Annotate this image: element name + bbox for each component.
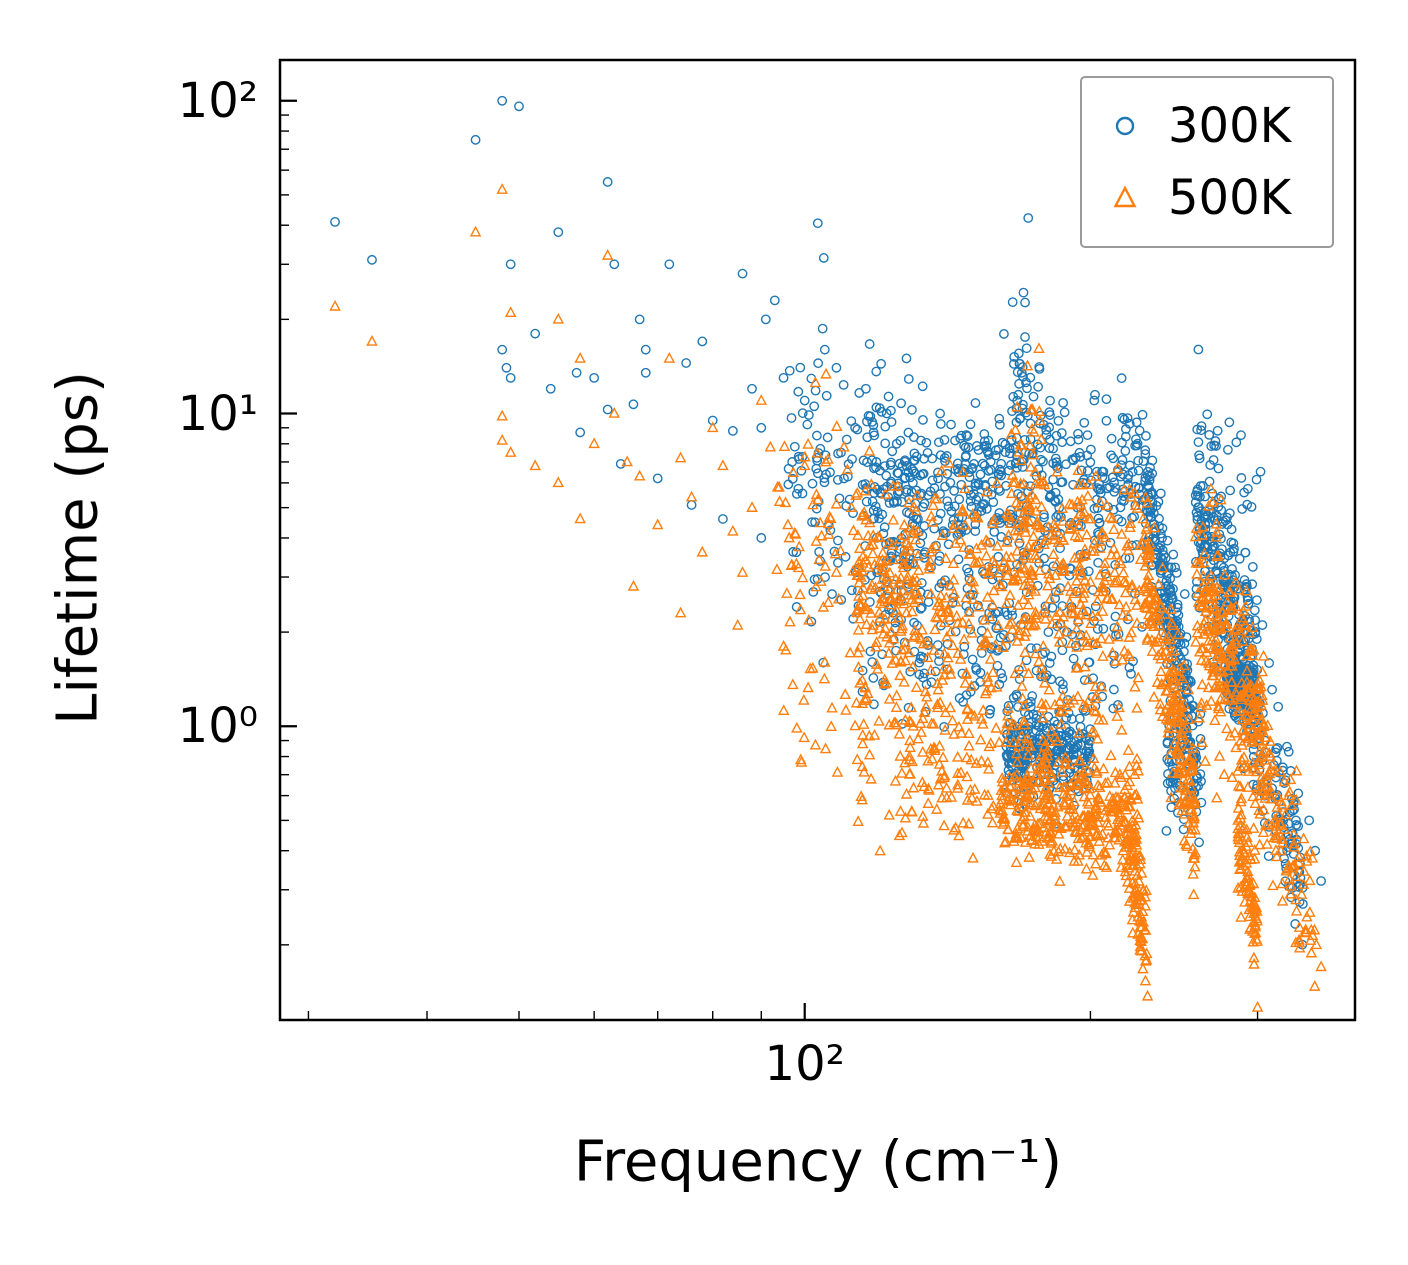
triangle-marker-icon — [1108, 181, 1142, 215]
legend-label-300k: 300K — [1168, 98, 1292, 154]
legend-entry-500k: 500K — [1082, 162, 1332, 234]
y-tick-label-1: 10⁰ — [177, 698, 258, 755]
y-axis-label: Lifetime (ps) — [45, 371, 111, 725]
legend-label-500k: 500K — [1168, 170, 1292, 226]
legend: 300K 500K — [1080, 76, 1334, 248]
circle-marker-icon — [1108, 109, 1142, 143]
x-tick-label-100: 10² — [764, 1036, 845, 1092]
y-tick-label-100: 10² — [177, 72, 258, 129]
y-tick-label-10: 10¹ — [177, 385, 258, 442]
x-axis-label: Frequency (cm⁻¹) — [573, 1129, 1063, 1195]
legend-entry-300k: 300K — [1082, 90, 1332, 162]
